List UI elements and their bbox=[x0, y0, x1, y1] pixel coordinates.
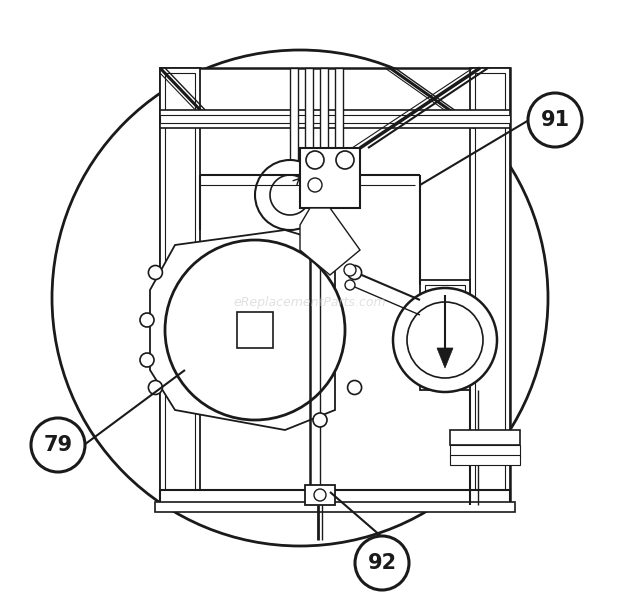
Text: 79: 79 bbox=[43, 435, 73, 455]
Bar bbox=[470, 68, 510, 505]
Circle shape bbox=[407, 302, 483, 378]
Circle shape bbox=[31, 418, 85, 472]
Bar bbox=[160, 68, 510, 505]
Text: eReplacementParts.com: eReplacementParts.com bbox=[234, 296, 386, 309]
Circle shape bbox=[348, 380, 361, 394]
Bar bbox=[160, 68, 200, 505]
Circle shape bbox=[52, 50, 548, 546]
Bar bbox=[305, 68, 313, 183]
Bar bbox=[450, 445, 520, 457]
Circle shape bbox=[140, 313, 154, 327]
Circle shape bbox=[140, 353, 154, 367]
Text: 91: 91 bbox=[541, 110, 570, 130]
Bar bbox=[237, 312, 273, 348]
Circle shape bbox=[345, 280, 355, 290]
Circle shape bbox=[336, 151, 354, 169]
Bar bbox=[335, 68, 343, 183]
Bar bbox=[160, 115, 510, 123]
Bar bbox=[305, 485, 335, 505]
Bar bbox=[320, 68, 328, 183]
Polygon shape bbox=[300, 208, 360, 275]
Bar bbox=[300, 148, 360, 208]
Bar bbox=[290, 68, 298, 183]
Bar bbox=[450, 430, 520, 445]
Circle shape bbox=[148, 265, 162, 280]
Circle shape bbox=[528, 93, 582, 147]
Bar bbox=[475, 73, 505, 500]
Circle shape bbox=[348, 265, 361, 280]
Text: 92: 92 bbox=[368, 553, 397, 573]
Circle shape bbox=[313, 233, 327, 247]
Bar bbox=[425, 285, 465, 385]
Circle shape bbox=[314, 489, 326, 501]
Circle shape bbox=[308, 178, 322, 192]
Circle shape bbox=[393, 288, 497, 392]
Bar bbox=[450, 455, 520, 465]
Polygon shape bbox=[437, 348, 453, 368]
Circle shape bbox=[344, 264, 356, 276]
Circle shape bbox=[255, 160, 325, 230]
Bar bbox=[160, 110, 510, 128]
Circle shape bbox=[165, 240, 345, 420]
Polygon shape bbox=[150, 230, 335, 430]
Circle shape bbox=[355, 536, 409, 590]
Bar bbox=[160, 490, 510, 505]
Bar bbox=[420, 280, 470, 390]
Circle shape bbox=[148, 380, 162, 394]
Circle shape bbox=[306, 151, 324, 169]
Bar bbox=[165, 73, 195, 500]
Circle shape bbox=[313, 413, 327, 427]
Bar bbox=[155, 502, 515, 512]
